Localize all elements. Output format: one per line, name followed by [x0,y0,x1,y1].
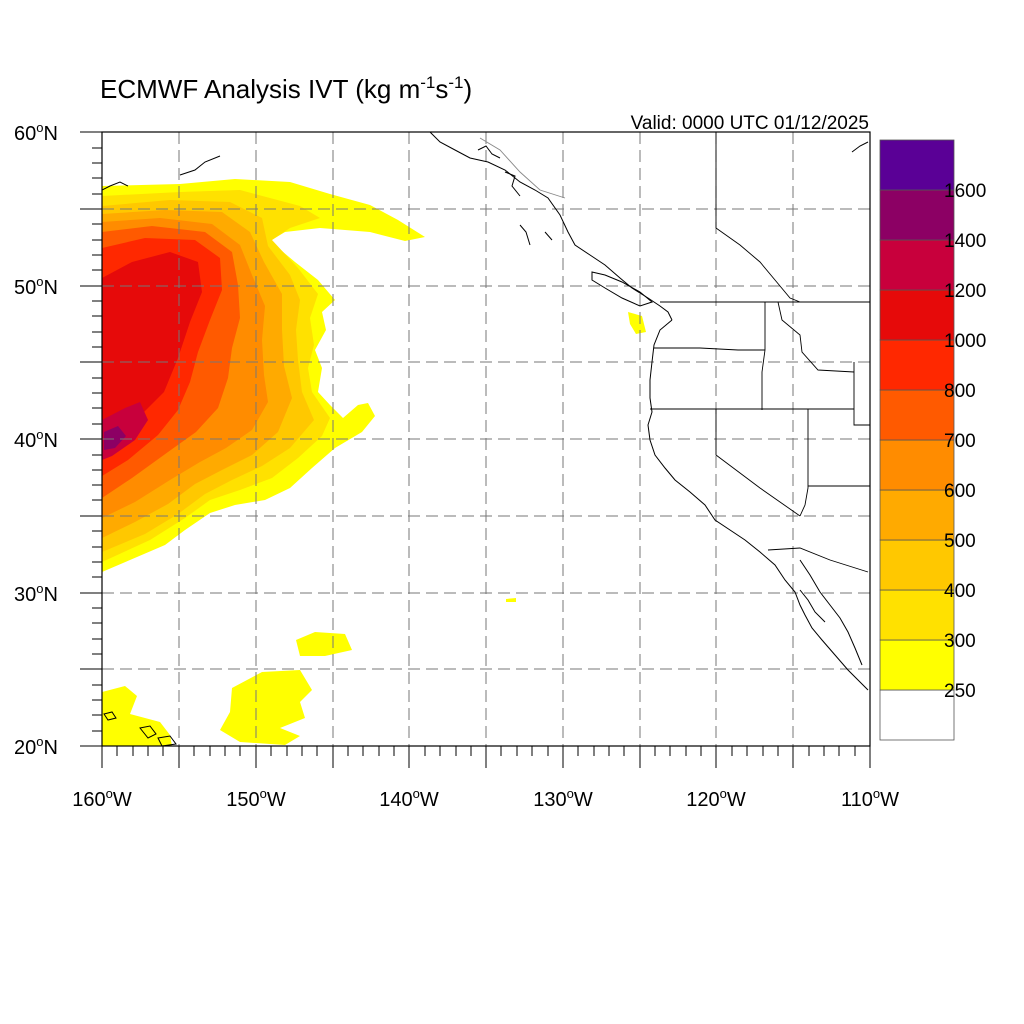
colorbar-label-1000: 1000 [944,331,986,352]
colorbar-box-10 [879,189,955,241]
boundary-nv-az [799,409,809,517]
coastline-alaska-west [102,155,221,191]
valid-time-label: Valid: 0000 UTC 01/12/2025 [631,113,869,134]
colorbar-label-1200: 1200 [944,281,986,302]
lat-labels: 60oN 50oN 40oN 30oN 20oN [14,120,58,759]
lat-label-20: 20oN [14,734,58,759]
coastline-baja [799,559,863,666]
lat-label-50: 50oN [14,274,58,299]
colorbar-label-400: 400 [944,581,976,602]
colorbar-box-8 [879,289,955,341]
boundary-wa-or [654,347,765,351]
colorbar-box-5 [879,439,955,491]
colorbar-label-1600: 1600 [944,181,986,202]
colorbar-label-300: 300 [944,631,976,652]
ivt-patch-tiny [506,598,516,602]
tick-marks [80,131,871,768]
coastline-hawaii [103,711,177,746]
coastline-us-west [647,319,869,691]
lon-label-160: 160oW [72,786,132,811]
boundary-id-west [761,302,766,410]
boundary-wy [853,362,870,426]
political-boundaries [479,132,870,573]
coastline-alaska-islands [477,145,553,246]
ivt-patch-hawaii [102,686,172,746]
colorbar-label-250: 250 [944,681,976,702]
coastlines [102,132,869,746]
lon-label-140: 140oW [379,786,439,811]
boundary-bc-alberta [715,227,801,303]
colorbar-box-1 [879,639,955,691]
colorbar-box-3 [879,539,955,591]
boundary-alaska-thin [479,137,566,199]
lat-label-40: 40oN [14,427,58,452]
lon-labels: 160oW 150oW 140oW 130oW 120oW 110oW [72,786,899,811]
colorbar-label-800: 800 [944,381,976,402]
colorbar-label-500: 500 [944,531,976,552]
ivt-patch-subtropics [220,670,312,745]
map-title: ECMWF Analysis IVT (kg m-1s-1) [100,73,472,104]
lon-label-110: 110oW [841,786,899,811]
colorbar-box-4 [879,489,955,541]
colorbar-box-11 [879,139,955,191]
lon-label-130: 130oW [533,786,593,811]
coastline-gulf-ca [799,589,826,623]
colorbar-label-700: 700 [944,431,976,452]
lat-label-60: 60oN [14,120,58,145]
ivt-patch-north-of-hawaii [296,632,352,656]
colorbar-box-0 [879,689,955,741]
lat-label-30: 30oN [14,581,58,606]
boundary-mt-id [777,301,855,373]
lon-label-120: 120oW [686,786,746,811]
coastline-alaska-canada [429,132,673,321]
lon-label-150: 150oW [226,786,286,811]
boundary-ca-nv [715,409,801,517]
ivt-contour-1000 [102,252,202,446]
boundary-us-mexico [767,547,869,573]
ivt-shading [102,179,646,746]
colorbar-box-7 [879,339,955,391]
colorbar-label-1400: 1400 [944,231,986,252]
ivt-patch-coast [628,312,646,334]
colorbar: 250 300 400 500 600 700 800 1000 1200 1400 1600 [879,139,986,741]
colorbar-box-9 [879,239,955,291]
coastline-right-top [851,141,869,153]
colorbar-box-6 [879,389,955,441]
colorbar-box-2 [879,589,955,641]
gridlines [102,132,870,746]
coastline-vancouver-island [591,271,654,307]
ivt-contour-1400 [104,426,126,450]
colorbar-label-600: 600 [944,481,976,502]
